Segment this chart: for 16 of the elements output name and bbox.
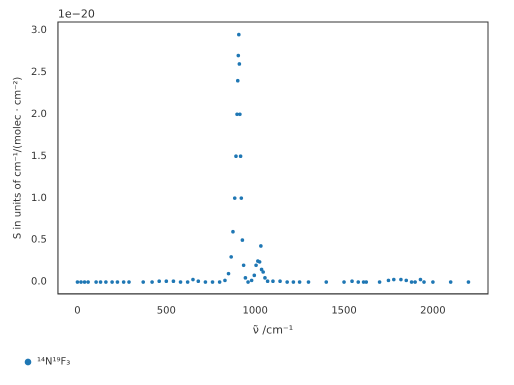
y-axis-title: S in units of cm⁻¹/(molec · cm⁻²) <box>12 76 24 240</box>
y-tick-label: 1.0 <box>30 192 47 204</box>
text: 1e−20 <box>58 7 95 20</box>
x-tick-label: 0 <box>74 305 81 316</box>
x-tick-label: 1000 <box>242 305 268 316</box>
x-tick-label: 2000 <box>420 305 446 316</box>
y-tick-label: 3.0 <box>30 24 47 36</box>
x-axis-title: ν̃ /cm⁻¹ <box>252 323 294 336</box>
y-tick-label: 0.0 <box>30 276 47 288</box>
x-tick-label: 1500 <box>331 305 357 316</box>
x-tick-label: 500 <box>156 305 176 316</box>
legend-label: ¹⁴N¹⁹F₃ <box>37 356 70 368</box>
y-tick-label: 0.5 <box>30 234 47 246</box>
y-tick-label: 1.5 <box>30 150 47 162</box>
y-tick-label: 2.0 <box>30 108 47 120</box>
y-tick-label: 2.5 <box>30 66 47 78</box>
